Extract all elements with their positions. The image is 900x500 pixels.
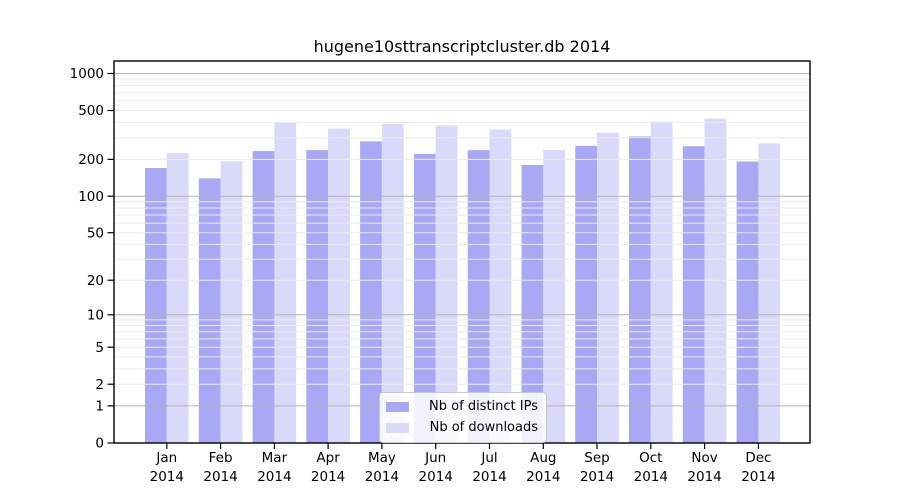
bar-downloads-feb <box>220 161 243 444</box>
chart-title: hugene10sttranscriptcluster.db 2014 <box>313 37 611 56</box>
y-tick-label: 1000 <box>70 66 104 82</box>
y-tick-label: 20 <box>87 273 104 289</box>
bar-downloads-oct <box>650 121 673 443</box>
x-tick-label-month: Mar <box>262 450 288 466</box>
y-tick-label: 1 <box>95 399 104 415</box>
x-tick-label-year: 2014 <box>257 469 291 485</box>
bar-distinct-ips-jan <box>145 168 167 443</box>
bar-downloads-may <box>381 124 404 443</box>
bar-downloads-dec <box>758 143 781 443</box>
bar-downloads-apr <box>328 128 350 443</box>
x-tick-label-year: 2014 <box>150 469 184 485</box>
x-tick-label-year: 2014 <box>203 469 237 485</box>
bar-downloads-mar <box>274 122 297 444</box>
x-tick-label-year: 2014 <box>365 469 399 485</box>
y-tick-label: 100 <box>78 189 104 205</box>
y-tick-label: 10 <box>87 308 104 324</box>
legend-swatch-downloads <box>386 422 409 433</box>
bar-distinct-ips-feb <box>198 178 221 444</box>
bar-downloads-jan <box>166 153 189 443</box>
bar-distinct-ips-mar <box>252 151 275 443</box>
legend-label-downloads: Nb of downloads <box>429 420 538 435</box>
x-tick-label-month: Jun <box>424 450 446 466</box>
x-tick-label-month: Sep <box>584 450 609 466</box>
legend-swatch-distinct-ips <box>386 401 409 412</box>
bar-distinct-ips-dec <box>736 161 759 443</box>
legend-item-downloads: Nb of downloads <box>386 420 538 435</box>
y-tick-label: 0 <box>95 436 104 452</box>
x-tick-label-year: 2014 <box>526 469 560 485</box>
x-tick-label-month: Oct <box>639 450 662 466</box>
x-tick-label-year: 2014 <box>741 469 775 485</box>
x-tick-label-year: 2014 <box>580 469 614 485</box>
y-tick-label: 200 <box>78 152 104 168</box>
legend-item-distinct-ips: Nb of distinct IPs <box>386 399 538 414</box>
bar-downloads-sep <box>597 132 619 443</box>
x-tick-label-month: Feb <box>209 450 233 466</box>
x-tick-label-year: 2014 <box>472 469 506 485</box>
x-tick-label-month: Dec <box>745 450 771 466</box>
y-tick-label: 5 <box>95 340 104 356</box>
x-tick-label-month: Aug <box>530 450 556 466</box>
x-tick-label-month: Jul <box>480 450 497 466</box>
x-tick-label-year: 2014 <box>634 469 668 485</box>
legend-label-distinct-ips: Nb of distinct IPs <box>429 399 538 414</box>
x-tick-label-month: Nov <box>691 450 717 466</box>
x-tick-label-year: 2014 <box>311 469 345 485</box>
bar-distinct-ips-jun <box>413 153 436 444</box>
bar-distinct-ips-sep <box>575 145 597 444</box>
legend: Nb of distinct IPs Nb of downloads <box>379 392 547 443</box>
bar-distinct-ips-nov <box>682 146 705 443</box>
bar-downloads-jun <box>435 125 458 444</box>
x-tick-label-month: Jan <box>155 450 177 466</box>
bar-distinct-ips-may <box>360 141 382 443</box>
x-tick-label-month: Apr <box>316 450 340 466</box>
x-tick-label-year: 2014 <box>687 469 721 485</box>
bar-downloads-nov <box>704 118 727 443</box>
bar-distinct-ips-oct <box>629 136 651 443</box>
x-tick-label-month: May <box>368 450 396 466</box>
plot-frame <box>113 60 811 444</box>
y-tick-label: 500 <box>78 103 104 119</box>
y-tick-label: 2 <box>95 377 104 393</box>
bar-distinct-ips-apr <box>306 150 329 443</box>
x-tick-label-year: 2014 <box>419 469 453 485</box>
bar-distinct-ips-aug <box>521 165 544 443</box>
y-tick-label: 50 <box>87 225 104 241</box>
